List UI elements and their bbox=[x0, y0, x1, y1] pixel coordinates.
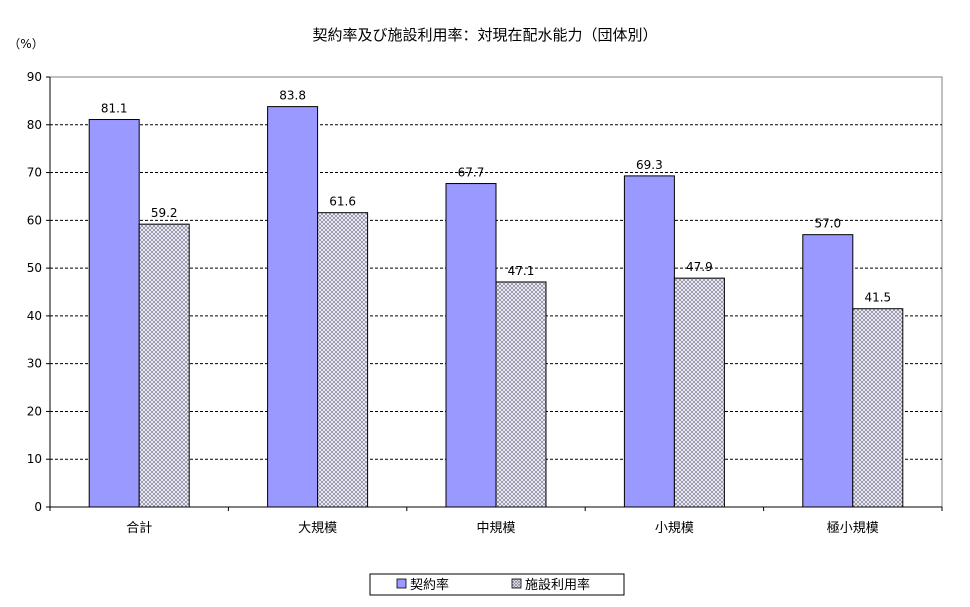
bar-facility-utilization-rate bbox=[138, 223, 190, 508]
y-tick-label: 20 bbox=[27, 404, 42, 418]
data-label-contract-rate: 83.8 bbox=[279, 89, 306, 103]
data-label-facility-utilization-rate: 47.9 bbox=[686, 260, 713, 274]
x-category-label: 極小規模 bbox=[827, 520, 879, 536]
data-label-contract-rate: 81.1 bbox=[101, 102, 128, 116]
legend-swatch-contract-rate bbox=[396, 578, 407, 589]
bar-contract-rate bbox=[802, 234, 854, 508]
x-axis-category-labels: 合計 大規模 中規模 小規模 極小規模 bbox=[126, 520, 879, 536]
y-tick-label: 0 bbox=[34, 500, 42, 514]
legend-label-facility-utilization-rate: 施設利用率 bbox=[525, 577, 590, 593]
data-label-facility-utilization-rate: 59.2 bbox=[151, 206, 178, 220]
bar-contract-rate bbox=[445, 183, 497, 508]
chart-title: 契約率及び施設利用率：対現在配水能力（団体別） bbox=[312, 26, 657, 44]
bar-facility-utilization-rate bbox=[852, 308, 904, 508]
y-tick-label: 60 bbox=[27, 213, 42, 227]
bar-contract-rate bbox=[267, 106, 319, 508]
y-tick-label: 50 bbox=[27, 261, 42, 275]
x-category-label: 大規模 bbox=[298, 521, 337, 536]
bar-contract-rate bbox=[88, 119, 140, 508]
y-tick-label: 10 bbox=[27, 452, 42, 466]
bar-facility-utilization-rate bbox=[495, 281, 547, 508]
data-label-facility-utilization-rate: 41.5 bbox=[864, 291, 891, 305]
y-axis-ticks: 0 10 20 30 40 50 60 70 80 90 bbox=[27, 70, 50, 514]
data-label-facility-utilization-rate: 61.6 bbox=[329, 195, 356, 209]
data-label-contract-rate: 69.3 bbox=[636, 158, 663, 172]
x-category-label: 中規模 bbox=[476, 521, 515, 536]
y-tick-label: 80 bbox=[27, 118, 42, 132]
y-axis-unit-label: （%） bbox=[8, 37, 43, 51]
data-label-contract-rate: 57.0 bbox=[814, 217, 841, 231]
data-labels: 81.1 59.2 83.8 61.6 67.7 47.1 69.3 47.9 57.0 41.5 bbox=[101, 89, 891, 305]
bars bbox=[88, 106, 904, 508]
x-axis bbox=[49, 77, 943, 511]
data-label-contract-rate: 67.7 bbox=[458, 166, 485, 180]
legend-label-contract-rate: 契約率 bbox=[410, 577, 449, 593]
bar-facility-utilization-rate bbox=[317, 212, 369, 508]
bar-contract-rate bbox=[623, 175, 675, 508]
data-label-facility-utilization-rate: 47.1 bbox=[508, 264, 535, 278]
y-tick-label: 30 bbox=[27, 357, 42, 371]
x-category-label: 小規模 bbox=[655, 521, 694, 536]
y-tick-label: 90 bbox=[27, 70, 42, 84]
bar-facility-utilization-rate bbox=[673, 277, 725, 508]
y-tick-label: 40 bbox=[27, 309, 42, 323]
legend-frame bbox=[369, 573, 625, 596]
y-tick-label: 70 bbox=[27, 166, 42, 180]
legend-swatch-facility-utilization-rate bbox=[511, 578, 522, 589]
x-category-label: 合計 bbox=[126, 520, 152, 536]
legend: 契約率 施設利用率 bbox=[369, 573, 625, 596]
